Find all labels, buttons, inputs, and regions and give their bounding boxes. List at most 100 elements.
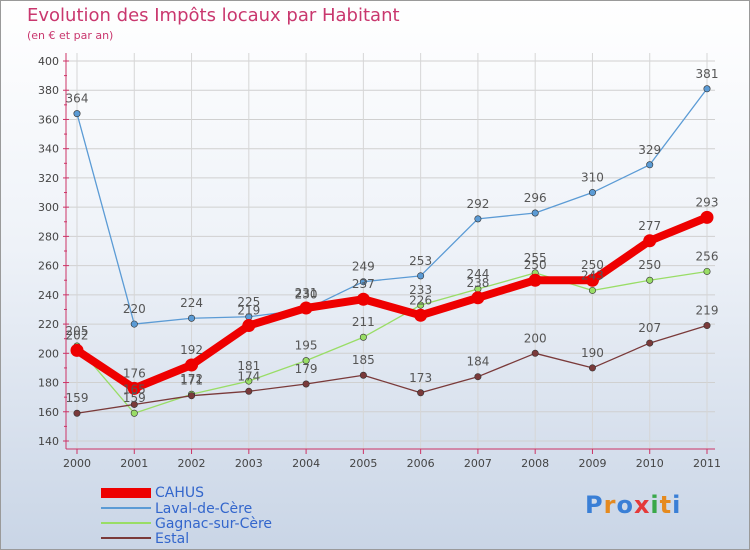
x-tick-label: 2002 <box>178 457 206 470</box>
data-label-estal: 184 <box>466 355 489 369</box>
data-label-estal: 179 <box>295 362 318 376</box>
data-point-laval-de-cere <box>703 85 711 93</box>
data-point-laval-de-cere <box>531 209 539 217</box>
x-tick-label: 2007 <box>464 457 492 470</box>
chart-subtitle: (en € et par an) <box>27 29 114 42</box>
data-point-cahus <box>299 301 313 315</box>
x-tick-label: 2008 <box>521 457 549 470</box>
data-label-cahus: 250 <box>581 258 604 272</box>
data-label-laval-de-cere: 225 <box>237 295 260 309</box>
legend-label-cahus: CAHUS <box>155 485 205 501</box>
data-label-gagnac-sur-cere: 159 <box>123 391 146 405</box>
data-point-estal <box>188 392 196 400</box>
data-point-estal <box>417 389 425 397</box>
series-line-laval-de-cere <box>76 88 708 325</box>
data-point-laval-de-cere <box>474 215 482 223</box>
data-point-cahus <box>528 273 542 287</box>
series-line-estal <box>76 324 708 414</box>
data-label-laval-de-cere: 364 <box>66 92 89 106</box>
series <box>70 85 714 417</box>
y-tick-label: 220 <box>38 318 59 331</box>
grid <box>67 53 715 449</box>
data-label-estal: 159 <box>66 391 89 405</box>
x-tick-label: 2006 <box>407 457 435 470</box>
data-label-laval-de-cere: 310 <box>581 171 604 185</box>
chart-title: Evolution des Impôts locaux par Habitant <box>27 5 400 26</box>
data-point-gagnac-sur-cere <box>417 301 425 309</box>
data-point-cahus <box>127 381 141 395</box>
legend-label-laval-de-cere: Laval-de-Cère <box>155 501 253 517</box>
logo-letter: i <box>672 491 682 519</box>
x-tick-label: 2004 <box>292 457 320 470</box>
legend-swatch-estal <box>101 537 151 539</box>
x-tick-label: 2005 <box>349 457 377 470</box>
data-point-laval-de-cere <box>188 314 196 322</box>
data-label-estal: 174 <box>237 369 260 383</box>
logo-letter: t <box>659 491 673 519</box>
y-tick-label: 180 <box>38 377 59 390</box>
y-tick-label: 400 <box>38 55 59 68</box>
data-label-laval-de-cere: 292 <box>466 197 489 211</box>
data-point-estal <box>646 339 654 347</box>
x-tick-label: 2000 <box>63 457 91 470</box>
data-point-estal <box>474 373 482 381</box>
data-label-laval-de-cere: 224 <box>180 296 203 310</box>
proxiti-logo: Proxiti <box>585 491 681 519</box>
data-point-cahus <box>585 273 599 287</box>
data-label-laval-de-cere: 381 <box>696 67 719 81</box>
data-point-cahus <box>70 343 84 357</box>
data-label-laval-de-cere: 253 <box>409 254 432 268</box>
data-point-gagnac-sur-cere <box>359 333 367 341</box>
data-labels: 364 220 224 225 230 249 253 292 296 310 329 381 205 1… <box>66 67 719 405</box>
y-tick-label: 160 <box>38 406 59 419</box>
data-label-cahus: 192 <box>180 343 203 357</box>
x-tick-label: 2010 <box>636 457 664 470</box>
data-label-laval-de-cere: 220 <box>123 302 146 316</box>
data-label-cahus: 293 <box>696 195 719 209</box>
legend-label-gagnac-sur-cere: Gagnac-sur-Cère <box>155 516 273 532</box>
data-point-cahus <box>356 292 370 306</box>
data-point-estal <box>531 349 539 357</box>
series-line-gagnac-sur-cere <box>76 270 708 414</box>
data-point-cahus <box>700 210 714 224</box>
data-label-estal: 207 <box>638 321 661 335</box>
data-point-estal <box>302 380 310 388</box>
data-label-gagnac-sur-cere: 205 <box>66 324 89 338</box>
data-label-gagnac-sur-cere: 172 <box>180 372 203 386</box>
y-tick-label: 360 <box>38 113 59 126</box>
legend-swatch-gagnac-sur-cere <box>101 522 151 524</box>
data-label-cahus: 237 <box>352 277 375 291</box>
data-label-cahus: 226 <box>409 293 432 307</box>
y-tick-label: 200 <box>38 347 59 360</box>
data-label-laval-de-cere: 249 <box>352 260 375 274</box>
data-point-laval-de-cere <box>588 189 596 197</box>
data-label-cahus: 238 <box>466 276 489 290</box>
data-label-cahus: 277 <box>638 219 661 233</box>
data-point-cahus <box>643 234 657 248</box>
y-tick-label: 320 <box>38 172 59 185</box>
legend-swatch-laval-de-cere <box>101 507 151 509</box>
data-point-cahus <box>185 358 199 372</box>
data-label-cahus: 231 <box>295 286 318 300</box>
logo-letter: x <box>633 491 651 519</box>
data-label-estal: 185 <box>352 353 375 367</box>
data-label-gagnac-sur-cere: 181 <box>237 359 260 373</box>
y-tick-label: 340 <box>38 143 59 156</box>
y-tick-label: 240 <box>38 289 59 302</box>
data-point-laval-de-cere <box>646 161 654 169</box>
data-point-cahus <box>471 291 485 305</box>
data-label-cahus: 202 <box>66 328 89 342</box>
data-point-estal <box>359 371 367 379</box>
legend-swatch-cahus <box>101 488 151 498</box>
data-point-laval-de-cere <box>73 110 81 118</box>
logo-letter: i <box>650 491 660 519</box>
axes: 140 160 180 200 220 240 260 280 300 320 340 360 380 4… <box>38 53 721 470</box>
data-label-estal: 200 <box>524 331 547 345</box>
data-point-estal <box>73 409 81 417</box>
x-tick-label: 2003 <box>235 457 263 470</box>
legend-label-estal: Estal <box>155 531 190 547</box>
logo-letter: r <box>603 491 617 519</box>
data-label-gagnac-sur-cere: 195 <box>295 339 318 353</box>
